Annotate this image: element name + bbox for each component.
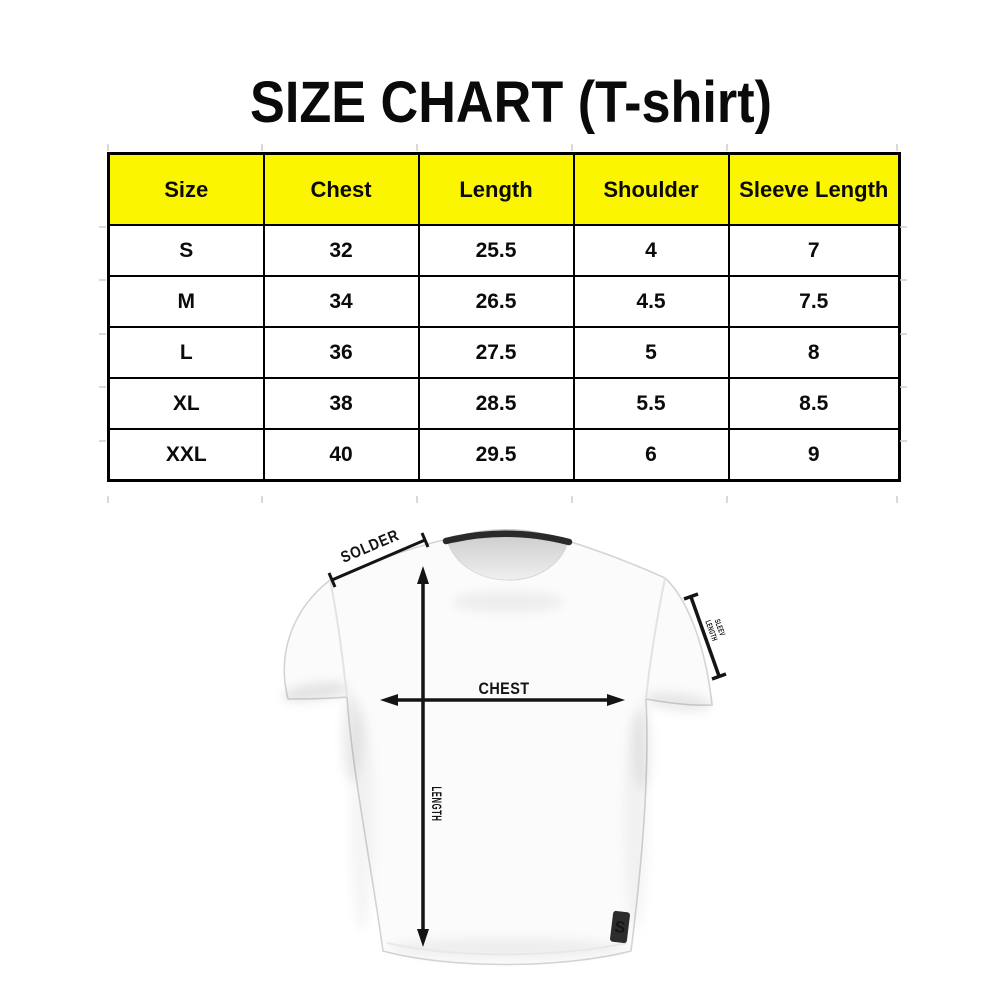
table-cell: 8.5 (727, 377, 901, 430)
column-header-size: Size (107, 152, 265, 226)
table-cell: 5.5 (572, 377, 730, 430)
length-arrow (417, 566, 429, 947)
hem-seam (386, 942, 628, 956)
neck-opening (447, 529, 568, 580)
tshirt-body (283, 538, 713, 966)
table-cell: 38 (262, 377, 420, 430)
collar (442, 530, 573, 546)
table-cell: 9 (727, 428, 901, 482)
sleeve-dimension-line (683, 592, 727, 681)
right-sleeve-seam (645, 577, 666, 700)
table-cell: 4.5 (572, 275, 730, 328)
page-title: SIZE CHART (T-shirt) (250, 70, 772, 135)
table-row: XL 38 28.5 5.5 8.5 (107, 377, 901, 430)
table-cell: 4 (572, 224, 730, 277)
size-table-wrap: Size Chest Length Shoulder Sleeve Length… (107, 152, 901, 482)
table-row: M 34 26.5 4.5 7.5 (107, 275, 901, 328)
table-cell: 7.5 (727, 275, 901, 328)
length-label: LENGTH (428, 787, 443, 822)
column-header-chest: Chest (262, 152, 420, 226)
table-cell: 25.5 (417, 224, 575, 277)
row-size-label: XXL (107, 428, 265, 482)
row-size-label: S (107, 224, 265, 277)
measurement-annotations (327, 532, 727, 947)
table-cell: 32 (262, 224, 420, 277)
table-cell: 27.5 (417, 326, 575, 379)
row-size-label: L (107, 326, 265, 379)
table-row: XXL 40 29.5 6 9 (107, 428, 901, 482)
table-cell: 34 (262, 275, 420, 328)
chest-arrow (380, 694, 625, 706)
table-cell: 29.5 (417, 428, 575, 482)
left-sleeve-seam (329, 579, 348, 698)
row-size-label: XL (107, 377, 265, 430)
table-cell: 26.5 (417, 275, 575, 328)
tag-letter: S (614, 919, 627, 937)
shirt-shading (281, 591, 712, 958)
table-row: L 36 27.5 5 8 (107, 326, 901, 379)
column-header-shoulder: Shoulder (572, 152, 730, 226)
row-size-label: M (107, 275, 265, 328)
table-cell: 7 (727, 224, 901, 277)
table-cell: 28.5 (417, 377, 575, 430)
tshirt-illustration: S (281, 529, 713, 966)
table-row: S 32 25.5 4 7 (107, 224, 901, 277)
size-chart-table: Size Chest Length Shoulder Sleeve Length… (107, 152, 901, 482)
column-header-length: Length (417, 152, 575, 226)
chest-label: CHEST (478, 680, 529, 698)
shoulder-dimension-line (327, 532, 430, 588)
table-cell: 8 (727, 326, 901, 379)
table-cell: 40 (262, 428, 420, 482)
table-cell: 36 (262, 326, 420, 379)
header-row: Size Chest Length Shoulder Sleeve Length (107, 152, 901, 226)
column-header-sleeve-length: Sleeve Length (727, 152, 901, 226)
table-cell: 5 (572, 326, 730, 379)
gridline-stubs (99, 144, 907, 503)
table-cell: 6 (572, 428, 730, 482)
brand-tag: S (610, 910, 630, 944)
